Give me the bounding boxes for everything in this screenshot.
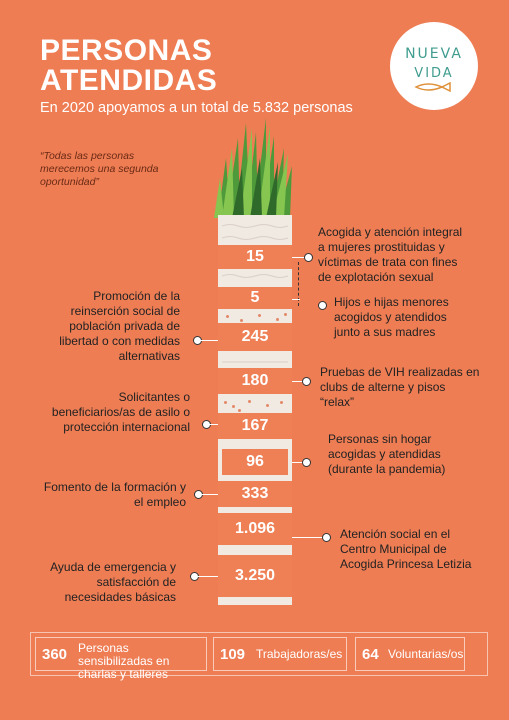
label-asilo: Solicitantes o beneficiarios/as de asilo… — [51, 390, 190, 434]
layer-1096: 1.096 — [218, 513, 292, 545]
connector-dot — [318, 301, 327, 310]
connector-line — [292, 299, 300, 300]
connector-line — [292, 537, 328, 538]
stat-sensibilizadas: 360 Personas sensibilizadas en charlas y… — [35, 637, 207, 681]
layer-180: 180 — [218, 368, 292, 394]
layer-value: 333 — [241, 485, 269, 502]
connector-line — [292, 257, 310, 258]
title-line-2: ATENDIDAS — [40, 64, 218, 97]
layer-value: 5 — [250, 289, 260, 306]
layer-15: 15 — [218, 245, 292, 269]
connector-dot — [302, 458, 311, 467]
logo-line-2: VIDA — [414, 66, 454, 81]
stat-text: Voluntarias/os — [388, 647, 464, 661]
layer-3250: 3.250 — [218, 555, 292, 597]
stats-bar: 360 Personas sensibilizadas en charlas y… — [30, 632, 488, 681]
soil-wave — [222, 236, 288, 240]
connector-line — [292, 462, 306, 463]
layer-value: 15 — [246, 248, 264, 265]
connector-line — [197, 576, 218, 577]
label-mujeres: Acogida y atención integral a mujeres pr… — [318, 225, 463, 284]
layer-5: 5 — [218, 287, 292, 309]
connector-line — [200, 340, 218, 341]
connector-line — [292, 381, 306, 382]
layer-333: 333 — [218, 481, 292, 507]
layer-value: 96 — [246, 453, 264, 470]
stat-value: 109 — [220, 646, 246, 663]
layer-96: 96 — [222, 449, 288, 475]
layer-value: 167 — [241, 417, 269, 434]
layer-value: 1.096 — [234, 520, 276, 537]
logo-line-1: NUEVA — [405, 46, 463, 62]
soil-wave — [222, 361, 288, 363]
soil-wave — [222, 224, 288, 228]
label-vih: Pruebas de VIH realizadas en clubs de al… — [320, 365, 480, 409]
soil-wave — [222, 274, 288, 278]
soil-column: 15 5 245 180 167 96 333 1.096 3.250 — [218, 215, 292, 605]
layer-167: 167 — [218, 413, 292, 439]
connector-dash — [298, 262, 299, 306]
page-title: PERSONAS ATENDIDAS — [40, 36, 217, 96]
connector-line — [201, 494, 218, 495]
label-sin-hogar: Personas sin hogar acogidas y atendidas … — [328, 432, 446, 476]
title-line-1: PERSONAS — [40, 34, 213, 67]
label-reinsercion: Promoción de la reinserción social de po… — [59, 289, 180, 363]
nueva-vida-logo: NUEVA VIDA — [390, 22, 478, 110]
grass-illustration — [214, 118, 292, 218]
layer-value: 3.250 — [234, 567, 276, 584]
connector-dot — [322, 533, 331, 542]
label-hijos: Hijos e hijas menores acogidos y atendid… — [334, 295, 449, 339]
stat-value: 360 — [42, 646, 68, 663]
stat-trabajadoras: 109 Trabajadoras/es — [213, 637, 347, 671]
layer-value: 245 — [241, 328, 269, 345]
fish-icon — [414, 82, 451, 92]
connector-dot — [304, 253, 313, 262]
quote: “Todas las personas merecemos una segund… — [40, 150, 159, 188]
label-letizia: Atención social en el Centro Municipal d… — [340, 527, 472, 571]
stat-value: 64 — [362, 646, 379, 663]
layer-245: 245 — [218, 323, 292, 351]
connector-line — [209, 424, 218, 425]
stat-text: Personas sensibilizadas en charlas y tal… — [78, 641, 170, 681]
label-formacion: Fomento de la formación y el empleo — [43, 480, 186, 509]
subtitle: En 2020 apoyamos a un total de 5.832 per… — [40, 100, 353, 116]
label-emergencia: Ayuda de emergencia y satisfacción de ne… — [50, 560, 176, 604]
stat-voluntarias: 64 Voluntarias/os — [355, 637, 465, 671]
stat-text: Trabajadoras/es — [256, 647, 343, 661]
connector-dot — [302, 377, 311, 386]
layer-value: 180 — [241, 372, 269, 389]
